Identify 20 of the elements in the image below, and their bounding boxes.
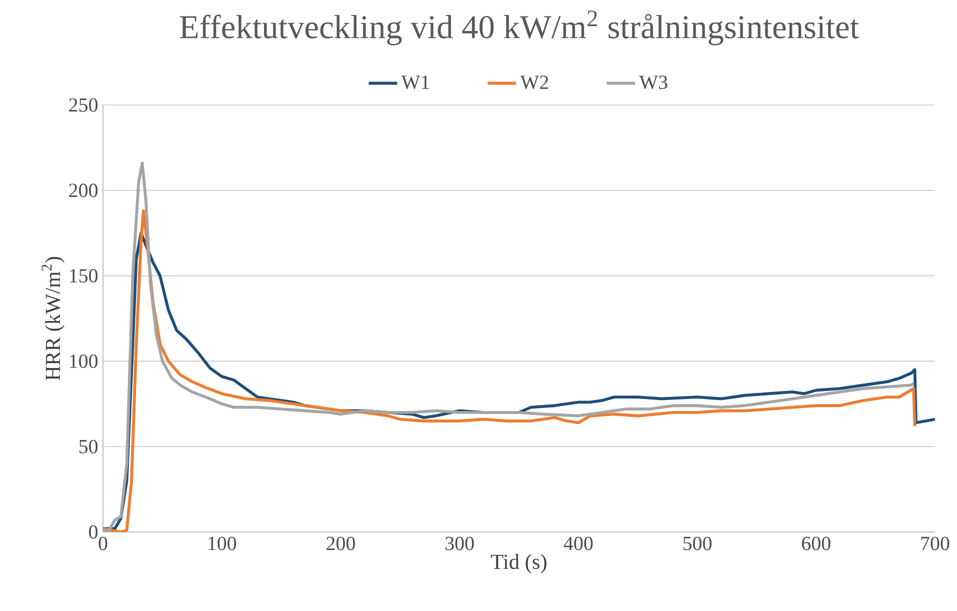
legend-label: W3 [639,76,668,90]
x-tick-label: 100 [208,536,236,550]
x-axis-title: Tid (s) [491,554,546,574]
legend-label: W2 [520,76,548,90]
x-tick-label: 400 [564,536,593,550]
y-tick-label: 250 [69,98,98,112]
y-tick-label: 150 [70,269,98,283]
x-tick-label: 0 [98,536,108,550]
y-tick-label: 200 [69,184,98,198]
y-tick-label: 0 [89,525,98,539]
x-tick-label: 200 [326,536,355,550]
x-tick-label: 300 [446,536,474,550]
y-tick-label: 50 [79,440,98,454]
x-tick-label: 600 [802,536,830,550]
y-tick-label: 100 [70,354,98,368]
legend-label: W1 [401,76,430,90]
x-tick-label: 500 [683,536,712,550]
y-axis-title: HRR (kW/m$^{2}$) [42,257,64,380]
chart-title: Effektutveckling vid 40 kW/m$^{2}$ strålningsintensitet [180,10,859,46]
x-tick-label: 700 [921,536,950,550]
